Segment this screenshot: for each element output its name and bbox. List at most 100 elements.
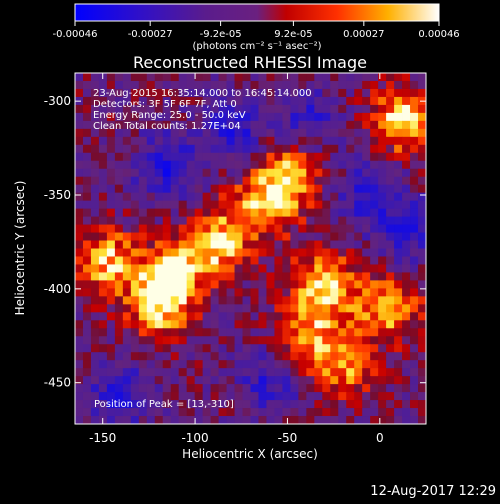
heatmap-cell — [370, 224, 379, 233]
heatmap-cell — [322, 248, 331, 257]
heatmap-cell — [394, 224, 403, 233]
heatmap-cell — [298, 80, 307, 90]
heatmap-cell — [146, 104, 156, 114]
heatmap-cell — [338, 216, 347, 225]
heatmap-cell — [122, 352, 132, 361]
heatmap-cell — [322, 336, 331, 345]
heatmap-cell — [258, 288, 267, 297]
heatmap-cell — [378, 400, 387, 409]
heatmap-cell — [170, 264, 180, 273]
heatmap-cell — [226, 328, 235, 337]
heatmap-cell — [322, 160, 331, 170]
heatmap-cell — [354, 344, 363, 353]
heatmap-cell — [106, 352, 116, 361]
heatmap-cell — [75, 384, 84, 393]
heatmap-cell — [82, 272, 92, 281]
heatmap-cell — [282, 232, 291, 241]
heatmap-cell — [282, 88, 291, 98]
heatmap-cell — [298, 296, 307, 305]
heatmap-cell — [290, 280, 299, 289]
heatmap-cell — [314, 288, 323, 297]
heatmap-cell — [186, 136, 196, 146]
heatmap-cell — [178, 73, 188, 82]
heatmap-cell — [314, 296, 323, 305]
colorbar-tick-label: 0.00046 — [418, 29, 459, 40]
heatmap-cell — [234, 96, 243, 106]
heatmap-cell — [322, 120, 331, 130]
heatmap-cell — [306, 120, 315, 130]
heatmap-cell — [75, 248, 84, 257]
heatmap-cell — [306, 320, 315, 329]
heatmap-cell — [266, 80, 275, 90]
heatmap-cell — [346, 336, 355, 345]
heatmap-cell — [354, 88, 363, 98]
heatmap-cell — [146, 280, 156, 289]
heatmap-cell — [170, 176, 180, 186]
heatmap-cell — [170, 168, 180, 178]
heatmap-cell — [234, 416, 243, 424]
heatmap-cell — [75, 120, 84, 130]
heatmap-cell — [354, 288, 363, 297]
heatmap-cell — [354, 208, 363, 217]
heatmap-cell — [202, 248, 212, 257]
heatmap-cell — [370, 344, 379, 353]
heatmap-cell — [194, 120, 204, 130]
heatmap-cell — [218, 288, 227, 297]
heatmap-cell — [338, 168, 347, 178]
heatmap-cell — [178, 248, 188, 257]
heatmap-cell — [242, 384, 251, 393]
heatmap-cell — [82, 240, 92, 249]
heatmap-cell — [290, 144, 299, 154]
heatmap-cell — [178, 216, 188, 225]
heatmap-cell — [258, 168, 267, 178]
heatmap-cell — [266, 384, 275, 393]
heatmap-cell — [242, 392, 251, 401]
heatmap-cell — [258, 416, 267, 424]
heatmap-cell — [370, 304, 379, 313]
heatmap-cell — [82, 312, 92, 321]
heatmap-cell — [322, 360, 331, 369]
heatmap-cell — [75, 256, 84, 265]
heatmap-cell — [354, 320, 363, 329]
heatmap-cell — [378, 224, 387, 233]
heatmap-cell — [146, 200, 156, 210]
heatmap-cell — [106, 360, 116, 369]
heatmap-cell — [314, 320, 323, 329]
heatmap-cell — [250, 336, 259, 345]
heatmap-cell — [242, 328, 251, 337]
heatmap-cell — [226, 344, 235, 353]
heatmap-cell — [418, 224, 426, 233]
heatmap-cell — [162, 112, 172, 122]
heatmap-cell — [154, 400, 164, 409]
heatmap-cell — [290, 80, 299, 90]
heatmap-cell — [202, 296, 212, 305]
heatmap-cell — [178, 272, 188, 281]
heatmap-cell — [354, 328, 363, 337]
heatmap-cell — [162, 240, 172, 249]
heatmap-cell — [314, 272, 323, 281]
heatmap-cell — [394, 272, 403, 281]
heatmap-cell — [210, 368, 219, 377]
heatmap-cell — [98, 288, 108, 297]
heatmap-cell — [186, 184, 196, 194]
heatmap-cell — [234, 304, 243, 313]
heatmap-cell — [82, 384, 92, 393]
heatmap-cell — [306, 216, 315, 225]
heatmap-cell — [314, 168, 323, 178]
heatmap-cell — [354, 272, 363, 281]
heatmap-cell — [290, 392, 299, 401]
heatmap-cell — [330, 376, 339, 385]
heatmap-cell — [98, 144, 108, 154]
heatmap-cell — [338, 152, 347, 162]
heatmap-cell — [354, 384, 363, 393]
heatmap-cell — [346, 73, 355, 82]
heatmap-cell — [146, 168, 156, 178]
heatmap-cell — [394, 408, 403, 417]
heatmap-cell — [186, 224, 196, 233]
heatmap-cell — [370, 336, 379, 345]
heatmap-cell — [226, 216, 235, 225]
heatmap-cell — [178, 144, 188, 154]
heatmap-cell — [410, 392, 419, 401]
heatmap-cell — [402, 400, 411, 409]
heatmap-cell — [186, 352, 196, 361]
